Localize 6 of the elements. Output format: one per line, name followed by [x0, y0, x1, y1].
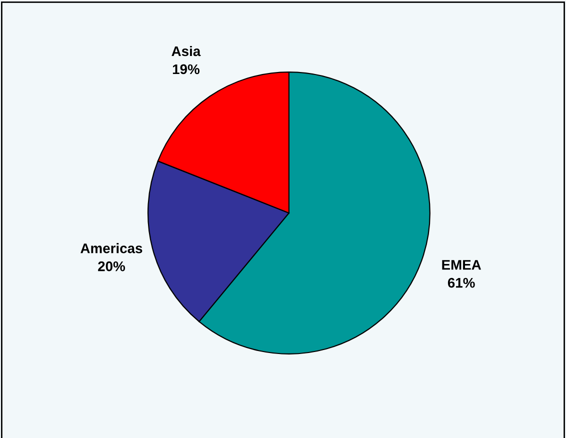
data-label: 20%: [98, 261, 126, 272]
slice-label: Asia: [172, 46, 201, 56]
slice-label: Americas: [80, 243, 142, 254]
data-label: 19%: [172, 64, 200, 74]
slice-label: EMEA: [442, 260, 482, 270]
data-label: 61%: [448, 278, 475, 288]
